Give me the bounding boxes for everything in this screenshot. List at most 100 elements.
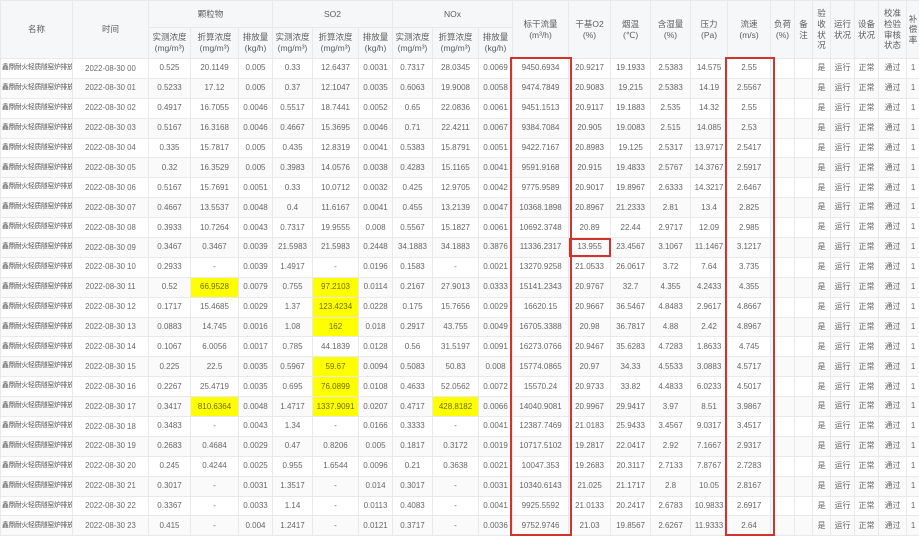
cell-flow: 9591.9168 [512, 157, 570, 179]
cell-temp: 29.9417 [610, 396, 652, 418]
cell-speed: 4.8967 [727, 316, 772, 338]
cell-pm_emission: 0.0039 [237, 256, 274, 278]
cell-time: 2022-08-30 06 [72, 177, 149, 199]
cell-compensation-rate: 1 [906, 455, 919, 477]
cell-running-status: 运行 [830, 376, 856, 398]
cell-so2_converted: 44.1839 [312, 336, 360, 358]
cell-load [770, 217, 796, 239]
cell-nox_emission: 0.0031 [478, 475, 514, 497]
cell-load [770, 455, 796, 477]
cell-nox_emission: 0.008 [478, 356, 514, 378]
cell-flow: 12387.7469 [512, 416, 570, 437]
cell-pressure: 8.51 [690, 396, 729, 418]
cell-pressure: 1.8633 [690, 336, 729, 358]
cell-nox_emission: 0.0041 [478, 157, 514, 179]
cell-nox_measured: 0.21 [392, 455, 434, 477]
cell-acceptance-status: 是 [812, 316, 832, 338]
cell-pressure: 9.0317 [690, 416, 729, 437]
cell-temp: 19.4833 [610, 157, 652, 179]
cell-nox_measured: 0.455 [392, 197, 434, 219]
cell-humidity: 2.6267 [650, 515, 692, 536]
cell-nox_converted: - [432, 515, 480, 536]
cell-pm_converted: 66.9528 [190, 276, 239, 298]
cell-nox_converted: 0.3638 [432, 455, 480, 477]
cell-site-name: 鑫鼎耐火轻质隧窑炉排放口 [0, 396, 73, 418]
cell-humidity: 2.9717 [650, 217, 692, 239]
cell-acceptance-status: 是 [812, 117, 832, 139]
cell-nox_measured: 0.5083 [392, 356, 434, 378]
cell-compensation-rate: 1 [906, 475, 919, 497]
cell-pm_emission: 0.0048 [237, 396, 274, 418]
cell-site-name: 鑫鼎耐火轻质隧窑炉排放口 [0, 316, 73, 338]
cell-pm_converted: 0.3467 [190, 237, 239, 258]
cell-pressure: 13.9717 [690, 137, 729, 159]
cell-speed: 2.9317 [727, 435, 772, 457]
cell-o2: 20.9967 [568, 396, 612, 418]
cell-o2: 20.9217 [568, 58, 612, 79]
cell-flow: 11336.2317 [512, 237, 570, 258]
cell-load [770, 58, 796, 79]
col-header-temp: 烟温 (℃) [610, 0, 652, 59]
cell-pressure: 7.8767 [690, 455, 729, 477]
cell-load [770, 435, 796, 457]
cell-running-status: 运行 [830, 137, 856, 159]
cell-pm_measured: 0.0883 [148, 316, 191, 338]
cell-compensation-rate: 1 [906, 117, 919, 139]
cell-pm_emission: 0.0046 [237, 97, 274, 119]
cell-nox_measured: 0.71 [392, 117, 434, 139]
cell-speed: 3.4517 [727, 416, 772, 437]
cell-flow: 13270.9258 [512, 256, 570, 278]
cell-so2_measured: 1.14 [272, 495, 314, 517]
cell-nox_converted: - [432, 475, 480, 497]
cell-acceptance-status: 是 [812, 217, 832, 239]
cell-temp: 26.0617 [610, 256, 652, 278]
cell-temp: 34.33 [610, 356, 652, 378]
cell-load [770, 356, 796, 378]
cell-flow: 10340.6143 [512, 475, 570, 497]
cell-so2_converted: 12.6437 [312, 58, 360, 79]
table-row: 鑫鼎耐火轻质隧窑炉排放口 2022-08-30 08 0.3933 10.7264 0.… [0, 217, 919, 239]
cell-speed: 2.64 [727, 515, 772, 536]
cell-pm_measured: 0.1717 [148, 296, 191, 318]
cell-calibration-status: 通过 [878, 515, 908, 536]
cell-nox_converted: 22.4211 [432, 117, 480, 139]
cell-device-status: 正常 [854, 396, 880, 418]
cell-time: 2022-08-30 11 [72, 276, 149, 298]
cell-calibration-status: 通过 [878, 396, 908, 418]
cell-calibration-status: 通过 [878, 376, 908, 398]
cell-device-status: 正常 [854, 97, 880, 119]
col-header-so2-converted: 折算浓度 (mg/m³) [312, 27, 360, 59]
col-header-flow: 标干流量 (m³/h) [512, 0, 570, 59]
cell-so2_measured: 1.37 [272, 296, 314, 318]
table-row: 鑫鼎耐火轻质隧窑炉排放口 2022-08-30 02 0.4917 16.7055 0.… [0, 97, 919, 119]
cell-speed: 2.55 [727, 58, 772, 79]
cell-humidity: 2.5383 [650, 77, 692, 99]
cell-nox_converted: 28.0345 [432, 58, 480, 79]
cell-so2_converted: 76.0899 [312, 376, 360, 398]
cell-temp: 19.215 [610, 77, 652, 99]
cell-nox_measured: 0.3333 [392, 416, 434, 437]
cell-acceptance-status: 是 [812, 416, 832, 437]
cell-temp: 21.2333 [610, 197, 652, 219]
cell-device-status: 正常 [854, 475, 880, 497]
cell-o2: 20.8967 [568, 197, 612, 219]
cell-nox_emission: 0.0029 [478, 296, 514, 318]
cell-o2: 20.97 [568, 356, 612, 378]
table-row: 鑫鼎耐火轻质隧窑炉排放口 2022-08-30 22 0.3367-0.0033 1.… [0, 495, 919, 517]
cell-flow: 9422.7167 [512, 137, 570, 159]
cell-temp: 19.8567 [610, 515, 652, 536]
cell-device-status: 正常 [854, 455, 880, 477]
cell-running-status: 运行 [830, 356, 856, 378]
cell-device-status: 正常 [854, 58, 880, 79]
cell-o2: 20.9083 [568, 77, 612, 99]
cell-pm_measured: 0.5233 [148, 77, 191, 99]
col-header-name: 名称 [0, 0, 73, 59]
cell-site-name: 鑫鼎耐火轻质隧窑炉排放口 [0, 416, 73, 437]
header-sub-row: 实测浓度 (mg/m³) 折算浓度 (mg/m³) 排放量 (kg/h) 实测浓… [1, 27, 919, 59]
cell-pressure: 2.9617 [690, 296, 729, 318]
cell-flow: 9451.1513 [512, 97, 570, 119]
cell-humidity: 2.5317 [650, 137, 692, 159]
cell-speed: 2.6467 [727, 177, 772, 199]
cell-device-status: 正常 [854, 276, 880, 298]
cell-pressure: 14.32 [690, 97, 729, 119]
